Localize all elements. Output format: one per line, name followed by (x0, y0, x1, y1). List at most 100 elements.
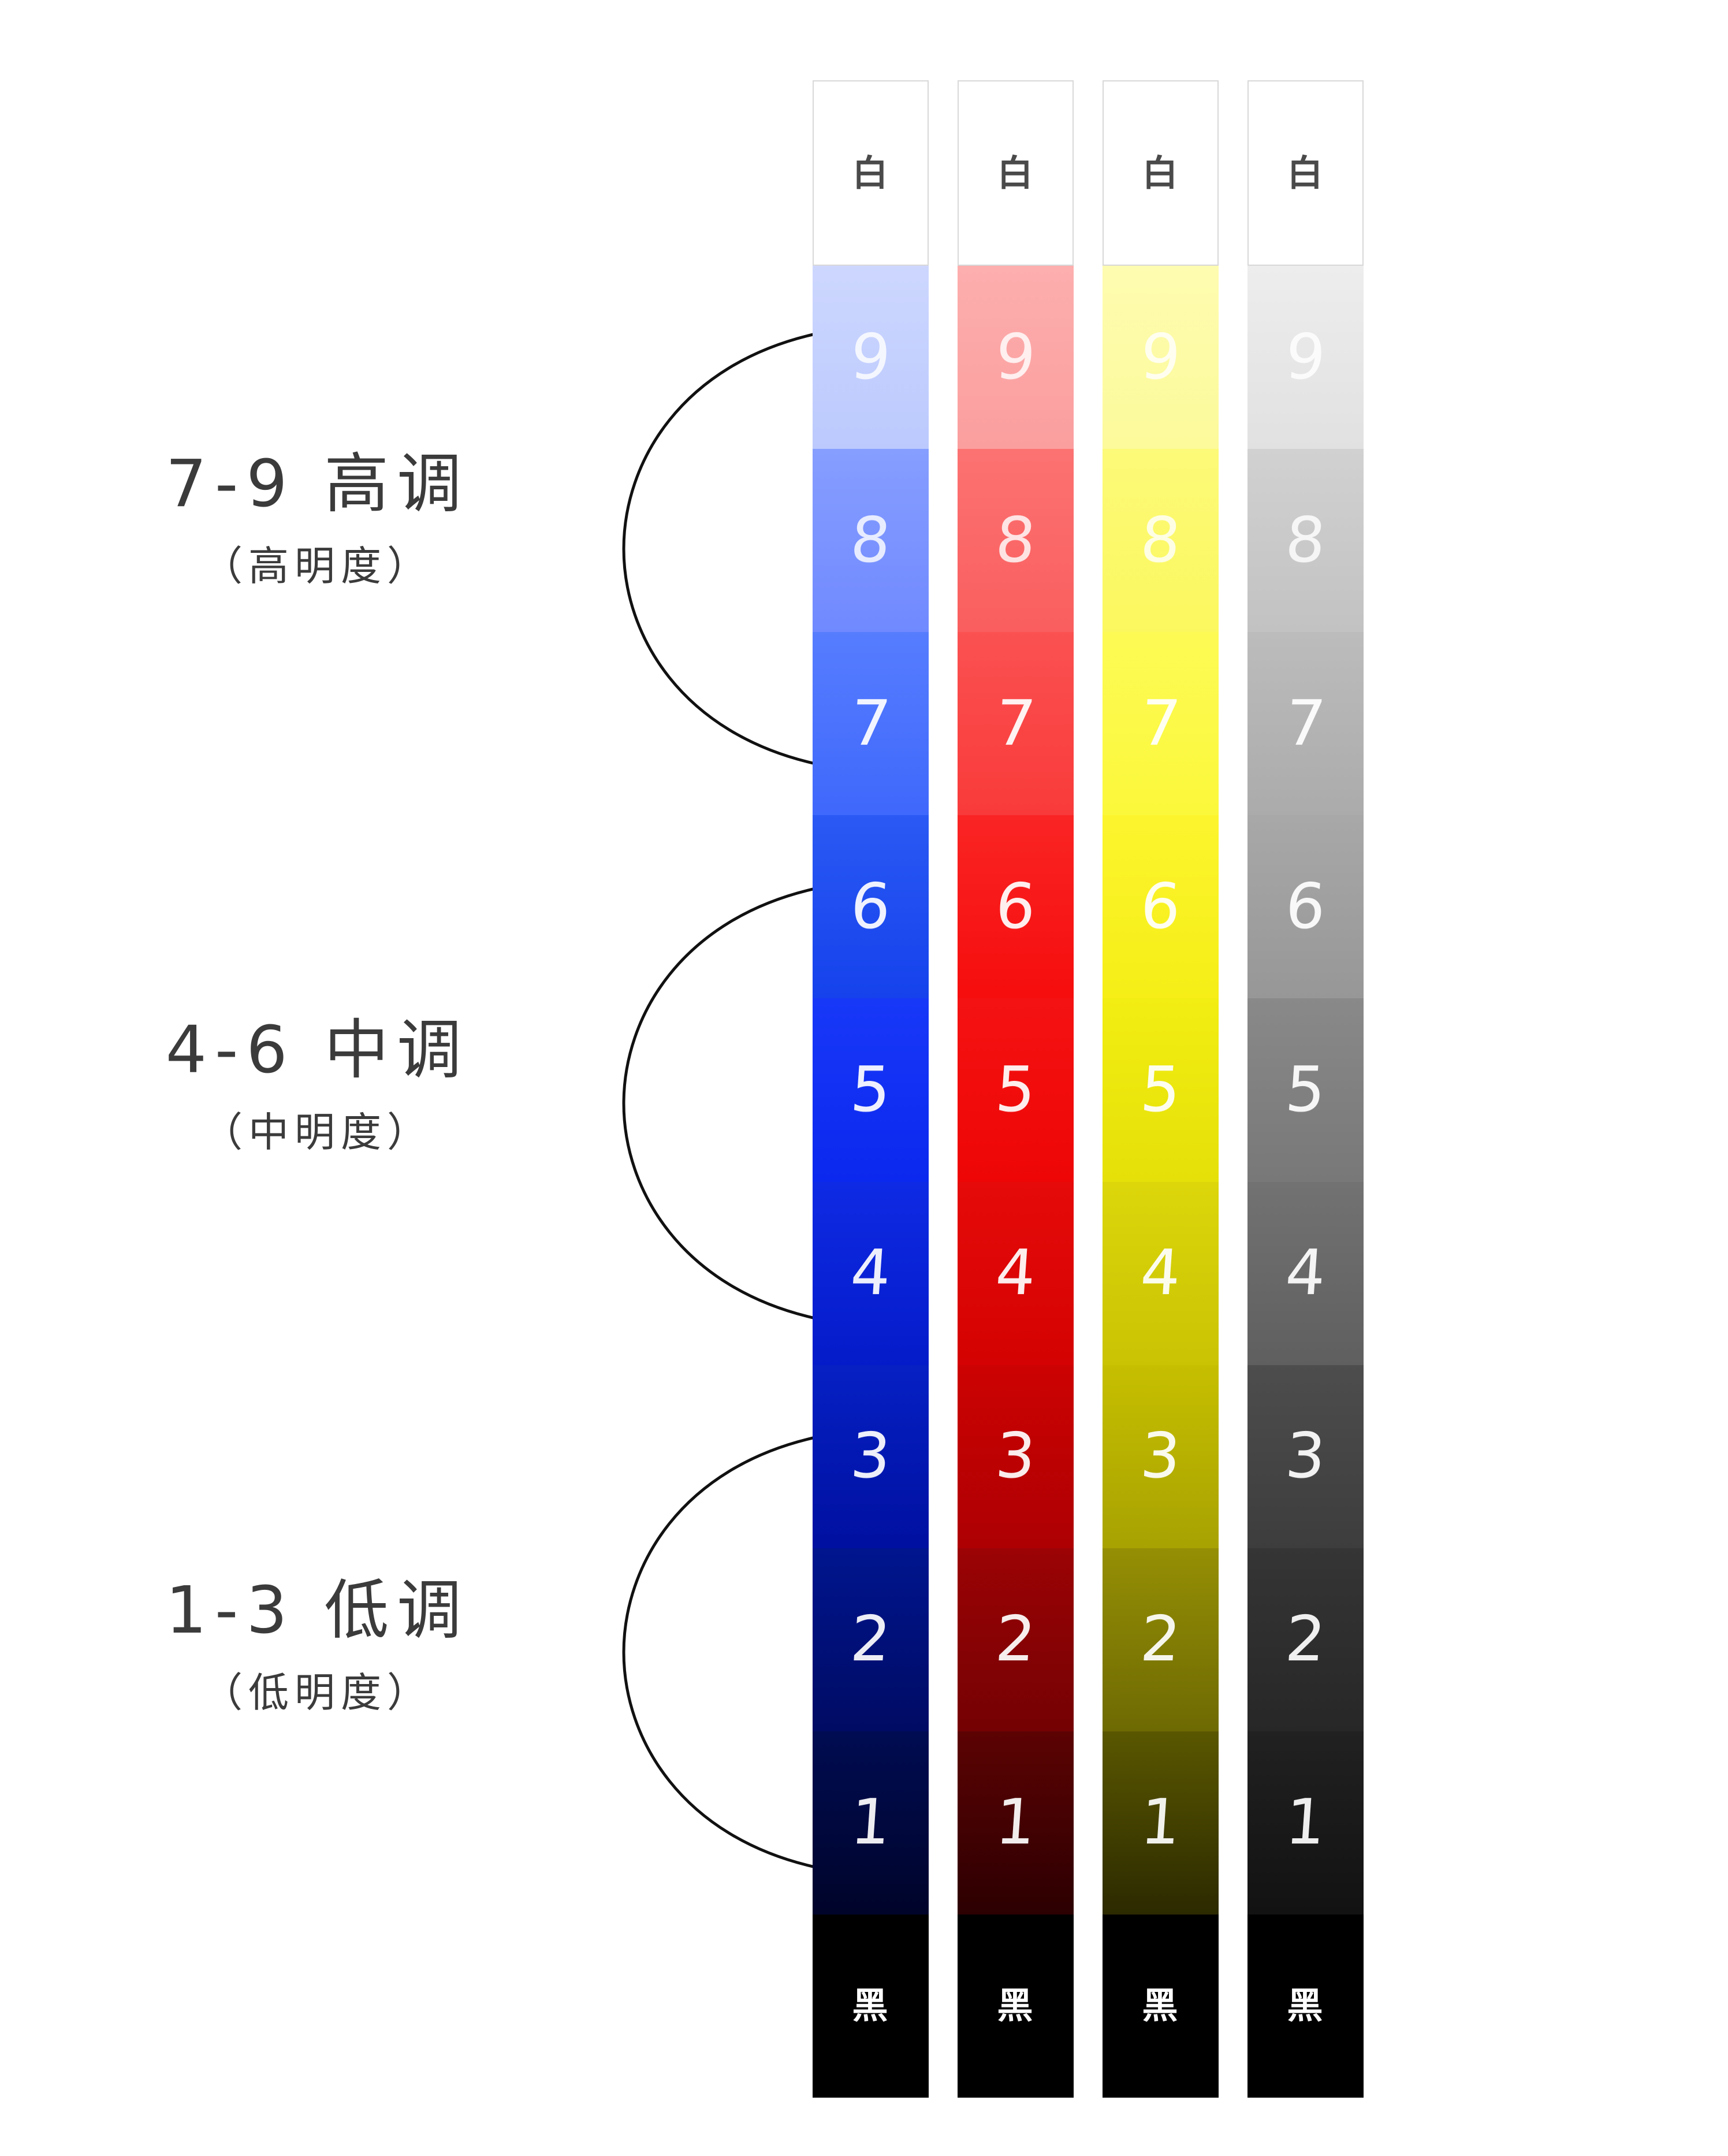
swatch-label-black: 黑 (1142, 1984, 1179, 2027)
swatch-blue-8[interactable]: 8 (813, 449, 929, 633)
swatch-value: 4 (1283, 1237, 1328, 1310)
swatch-red-3[interactable]: 3 (958, 1365, 1074, 1548)
swatch-gray-7[interactable]: 7 (1247, 632, 1364, 816)
swatch-value: 3 (1283, 1420, 1328, 1493)
swatch-blue-black[interactable]: 黑 (813, 1914, 929, 2098)
swatch-gray-4[interactable]: 4 (1247, 1181, 1364, 1365)
swatch-yellow-4[interactable]: 4 (1103, 1181, 1219, 1365)
swatch-value: 7 (848, 687, 893, 760)
swatch-red-7[interactable]: 7 (958, 632, 1074, 816)
swatch-value: 9 (848, 321, 893, 393)
swatch-value: 7 (993, 687, 1038, 760)
group-subtitle-high: （高明度） (202, 542, 433, 590)
swatch-value: 8 (1283, 504, 1328, 577)
swatch-red-8[interactable]: 8 (958, 449, 1074, 633)
swatch-gray-white[interactable]: 白 (1247, 80, 1364, 266)
swatch-blue-3[interactable]: 3 (813, 1365, 929, 1548)
swatch-value: 5 (1138, 1054, 1183, 1127)
swatch-value: 6 (1138, 870, 1183, 943)
swatch-label-white: 白 (1142, 151, 1179, 194)
swatch-value: 2 (1283, 1603, 1328, 1676)
swatch-red-6[interactable]: 6 (958, 815, 1074, 999)
swatch-gray-3[interactable]: 3 (1247, 1365, 1364, 1548)
swatch-value: 2 (848, 1603, 893, 1676)
swatch-value: 5 (848, 1054, 893, 1127)
swatch-value: 7 (1283, 687, 1328, 760)
group-title-high: 7-9 高调 (165, 447, 470, 522)
swatch-red-2[interactable]: 2 (958, 1548, 1074, 1731)
swatch-yellow-8[interactable]: 8 (1103, 449, 1219, 633)
swatch-value: 5 (993, 1054, 1038, 1127)
swatch-value: 8 (1138, 504, 1183, 577)
swatch-red-black[interactable]: 黑 (958, 1914, 1074, 2098)
swatch-gray-6[interactable]: 6 (1247, 815, 1364, 999)
bracket-high (612, 329, 820, 768)
swatch-value: 1 (993, 1786, 1038, 1859)
swatch-red-9[interactable]: 9 (958, 266, 1074, 449)
swatch-yellow-7[interactable]: 7 (1103, 632, 1219, 816)
swatch-red-white[interactable]: 白 (958, 80, 1074, 266)
swatch-value: 9 (1283, 321, 1328, 393)
group-label-low: 1-3 低调 （低明度） (12, 1577, 624, 1719)
swatch-yellow-2[interactable]: 2 (1103, 1548, 1219, 1731)
swatch-label-black: 黑 (852, 1984, 889, 2027)
swatch-value: 6 (1283, 870, 1328, 943)
swatch-gray-1[interactable]: 1 (1247, 1731, 1364, 1915)
bracket-low (612, 1433, 820, 1872)
swatch-value: 3 (1138, 1420, 1183, 1493)
swatch-gray-5[interactable]: 5 (1247, 998, 1364, 1182)
swatch-value: 4 (993, 1237, 1038, 1310)
swatch-yellow-6[interactable]: 6 (1103, 815, 1219, 999)
swatch-blue-5[interactable]: 5 (813, 998, 929, 1182)
bracket-mid (612, 884, 820, 1323)
swatch-blue-white[interactable]: 白 (813, 80, 929, 266)
swatch-value: 1 (1138, 1786, 1183, 1859)
bracket-high-arc (622, 332, 817, 765)
swatch-blue-7[interactable]: 7 (813, 632, 929, 816)
swatch-blue-2[interactable]: 2 (813, 1548, 929, 1731)
group-subtitle-low: （低明度） (202, 1668, 433, 1716)
color-column-gray: 白 9 8 7 6 5 4 3 2 1 黑 (1247, 80, 1364, 2098)
swatch-value: 7 (1138, 687, 1183, 760)
swatch-red-4[interactable]: 4 (958, 1181, 1074, 1365)
swatch-label-black: 黑 (997, 1984, 1034, 2027)
color-column-red: 白 9 8 7 6 5 4 3 2 1 黑 (958, 80, 1074, 2098)
group-label-mid: 4-6 中调 （中明度） (12, 1013, 624, 1158)
swatch-blue-1[interactable]: 1 (813, 1731, 929, 1915)
swatch-gray-8[interactable]: 8 (1247, 449, 1364, 633)
swatch-label-black: 黑 (1287, 1984, 1324, 2027)
color-column-blue: 白 9 8 7 6 5 4 3 2 1 黑 (813, 80, 929, 2098)
swatch-yellow-white[interactable]: 白 (1103, 80, 1219, 266)
swatch-red-5[interactable]: 5 (958, 998, 1074, 1182)
swatch-label-white: 白 (1287, 151, 1324, 194)
swatch-value: 4 (848, 1237, 893, 1310)
swatch-yellow-1[interactable]: 1 (1103, 1731, 1219, 1915)
group-label-high: 7-9 高调 （高明度） (12, 447, 624, 592)
swatch-value: 3 (993, 1420, 1038, 1493)
swatch-label-white: 白 (997, 151, 1034, 194)
swatch-gray-black[interactable]: 黑 (1247, 1914, 1364, 2098)
swatch-value: 2 (1138, 1603, 1183, 1676)
swatch-value: 5 (1283, 1054, 1328, 1127)
swatch-gray-9[interactable]: 9 (1247, 266, 1364, 449)
swatch-yellow-5[interactable]: 5 (1103, 998, 1219, 1182)
swatch-value: 4 (1138, 1237, 1183, 1310)
swatch-yellow-9[interactable]: 9 (1103, 266, 1219, 449)
swatch-value: 8 (993, 504, 1038, 577)
swatch-value: 9 (1138, 321, 1183, 393)
swatch-blue-4[interactable]: 4 (813, 1181, 929, 1365)
bracket-mid-arc (622, 887, 817, 1320)
swatch-value: 1 (1283, 1786, 1328, 1859)
swatch-gray-2[interactable]: 2 (1247, 1548, 1364, 1731)
swatch-value: 9 (993, 321, 1038, 393)
color-column-yellow: 白 9 8 7 6 5 4 3 2 1 黑 (1103, 80, 1219, 2098)
swatch-yellow-black[interactable]: 黑 (1103, 1914, 1219, 2098)
swatch-value: 3 (848, 1420, 893, 1493)
swatch-red-1[interactable]: 1 (958, 1731, 1074, 1915)
group-title-mid: 4-6 中调 (165, 1013, 470, 1088)
swatch-yellow-3[interactable]: 3 (1103, 1365, 1219, 1548)
swatch-blue-6[interactable]: 6 (813, 815, 929, 999)
swatch-value: 6 (993, 870, 1038, 943)
swatch-blue-9[interactable]: 9 (813, 266, 929, 449)
swatch-value: 1 (848, 1786, 893, 1859)
